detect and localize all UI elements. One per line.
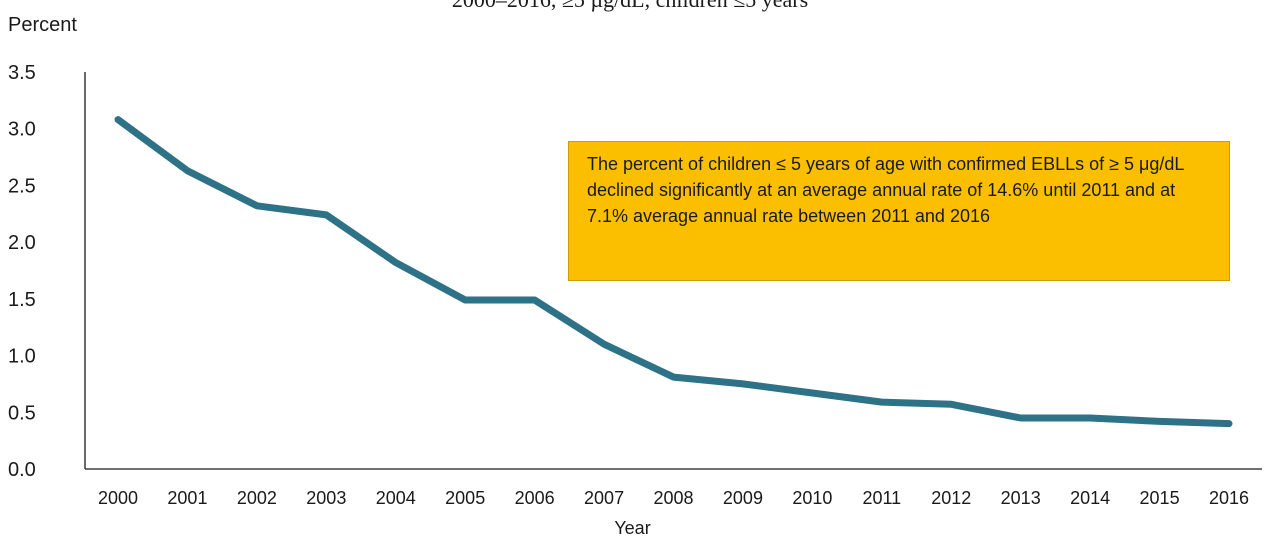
- chart-title-fragment: 2000–2016, ≥5 µg/dL, children ≤5 years: [330, 0, 930, 13]
- x-tick-label: 2007: [584, 488, 624, 508]
- x-tick-label: 2003: [306, 488, 346, 508]
- x-tick-label: 2013: [1001, 488, 1041, 508]
- x-tick-label: 2000: [98, 488, 138, 508]
- x-tick-label: 2011: [862, 488, 901, 508]
- x-tick-label: 2012: [931, 488, 971, 508]
- x-tick-label: 2004: [376, 488, 416, 508]
- x-tick-label: 2005: [445, 488, 485, 508]
- y-tick-label: 0.0: [8, 459, 36, 481]
- y-tick-label: 2.0: [8, 232, 36, 254]
- y-tick-label: 1.0: [8, 346, 36, 368]
- x-tick-label: 2006: [515, 488, 555, 508]
- x-tick-label: 2014: [1070, 488, 1110, 508]
- annotation-callout: The percent of children ≤ 5 years of age…: [568, 141, 1230, 281]
- y-tick-label: 1.5: [8, 289, 36, 311]
- x-tick-label: 2015: [1140, 488, 1180, 508]
- y-tick-label: 0.5: [8, 402, 36, 424]
- x-tick-label: 2010: [792, 488, 832, 508]
- y-tick-label: 3.0: [8, 119, 36, 141]
- y-tick-label: 2.5: [8, 175, 36, 197]
- y-axis-label: Percent: [8, 14, 77, 36]
- y-tick-label: 3.5: [8, 62, 36, 84]
- x-axis-label: Year: [614, 518, 651, 538]
- x-tick-label: 2016: [1209, 488, 1249, 508]
- x-tick-label: 2009: [723, 488, 763, 508]
- x-tick-label: 2008: [653, 488, 693, 508]
- x-tick-label: 2002: [237, 488, 277, 508]
- x-tick-label: 2001: [167, 488, 207, 508]
